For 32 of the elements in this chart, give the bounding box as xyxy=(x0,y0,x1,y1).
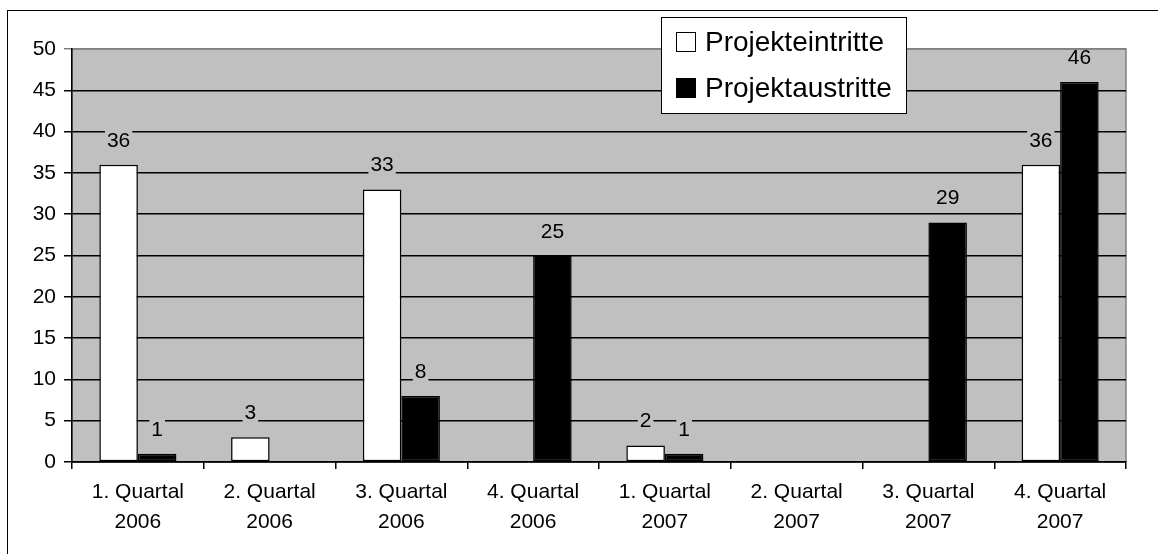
y-tick-label: 25 xyxy=(32,242,56,266)
data-label: 46 xyxy=(1067,45,1092,69)
x-tick-label: 1. Quartal 2006 xyxy=(91,478,184,532)
x-tick-label: 4. Quartal 2007 xyxy=(1014,478,1107,532)
legend-label: Projekteintritte xyxy=(705,26,884,58)
y-tick-label: 0 xyxy=(44,448,56,472)
y-tick-label: 15 xyxy=(32,324,56,348)
x-tick-label: 3. Quartal 2007 xyxy=(882,478,975,532)
x-tick-label: 3. Quartal 2006 xyxy=(355,478,448,532)
data-label: 1 xyxy=(678,416,690,440)
y-tick-label: 50 xyxy=(32,35,56,59)
data-label: 3 xyxy=(244,400,257,424)
y-tick-label: 20 xyxy=(32,283,56,307)
data-label: 36 xyxy=(106,127,131,151)
data-label: 36 xyxy=(1029,127,1053,151)
y-tick-label: 5 xyxy=(44,407,56,431)
data-label: 8 xyxy=(414,358,427,382)
y-tick-label: 45 xyxy=(32,77,56,101)
x-tick-label: 2. Quartal 2006 xyxy=(223,478,316,532)
data-label: 1 xyxy=(151,416,163,440)
x-tick-label: 1. Quartal 2007 xyxy=(618,478,711,532)
x-tick-label: 4. Quartal 2006 xyxy=(487,478,580,532)
y-tick-label: 10 xyxy=(32,366,56,390)
data-label: 25 xyxy=(540,218,565,242)
data-label: 2 xyxy=(639,408,652,432)
data-label: 29 xyxy=(935,185,960,209)
y-tick-label: 40 xyxy=(32,118,56,142)
y-tick-label: 30 xyxy=(32,201,56,224)
y-tick-label: 35 xyxy=(32,159,56,183)
x-tick-label: 2. Quartal 2007 xyxy=(750,478,843,532)
legend-label: Projektaustritte xyxy=(705,72,892,104)
data-label: 33 xyxy=(370,152,394,176)
